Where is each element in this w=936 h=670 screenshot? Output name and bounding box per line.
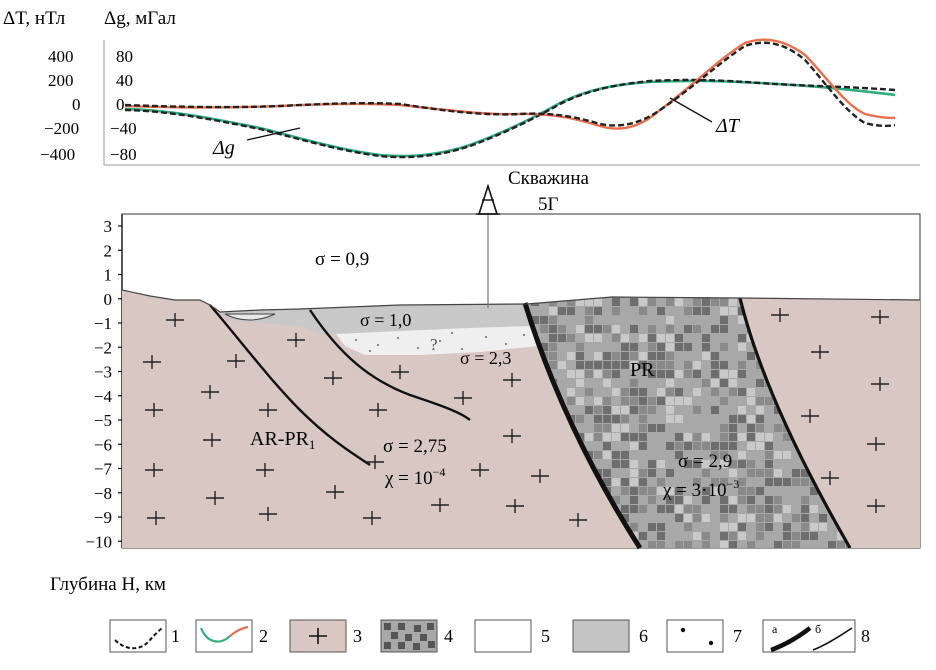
ar-name-label: AR-PR1 [250,428,315,452]
legend-observed-curve-icon [109,619,167,653]
delta-t-axis-label: ΔT, нТл [3,8,66,29]
well-number-label: 5Г [538,194,559,215]
legend-number: 5 [541,626,550,646]
ar-chi-label: χ = 10−4 [384,465,445,489]
delta-t-tick: 200 [48,71,74,90]
basement-crosses [143,308,889,527]
depth-axis-label: Глубина H, км [50,574,166,595]
depth-tick-label: −2 [94,338,112,357]
sediment-sigma-label: σ = 1,0 [360,310,411,330]
depth-tick-label: −3 [94,363,112,382]
delta-g-observed-curve [124,78,896,159]
sand-sigma-label: σ = 2,3 [460,348,511,368]
fault-east [738,297,852,549]
depth-tick-label: −4 [94,387,113,406]
legend-white-fill-icon [474,619,532,653]
delta-t-label-leader [669,97,713,123]
well-icon [476,183,500,308]
depth-tick-label: −1 [94,314,112,333]
anomaly-graph: ΔT, нТл Δg, мГал 400 200 0 −200 −400 80 … [3,8,920,166]
legend-number: 8 [861,626,870,646]
pr-name-label: PR [630,359,655,381]
pr-sigma-label: σ = 2,9 [678,451,732,472]
depth-ticks: 3 2 1 0 −1 −2 −3 −4 −5 −6 −7 −8 −9 −10 [85,217,122,551]
delta-t-series-label: ΔT [715,115,741,137]
delta-g-tick: −80 [110,145,137,164]
legend-number: 7 [733,626,742,646]
legend: 1 2 3 4 5 6 7 а б 8 [109,619,870,653]
ground-surface [121,289,921,313]
depth-tick-label: −7 [94,460,113,479]
depth-tick-label: 2 [104,241,113,260]
legend-number: 6 [639,626,648,646]
depth-tick-label: −9 [94,508,112,527]
fault-main [522,302,643,550]
legend-number: 1 [171,626,180,646]
delta-t-observed-curve [124,41,896,128]
delta-t-tick: −400 [40,145,75,164]
delta-t-tick: 400 [48,47,74,66]
depth-tick-label: −5 [94,411,112,430]
legend-number: 4 [444,626,453,646]
sand-layer [336,326,539,355]
depth-tick-label: −8 [94,484,112,503]
delta-g-tick: 80 [116,47,133,66]
delta-g-tick: 40 [116,71,133,90]
legend-fault-a: а [772,622,778,636]
depth-tick-label: 0 [104,290,113,309]
delta-g-label-leader [246,127,301,141]
sand-dots [355,332,525,352]
air-sigma-label: σ = 0,9 [315,249,369,270]
sediment-layer [215,303,532,334]
delta-g-axis-label: Δg, мГал [104,8,176,29]
pr-chi-label: χ = 3·10−3 [662,477,739,501]
delta-g-tick: −40 [110,119,137,138]
delta-g-calculated-curve [124,79,896,158]
delta-t-tick: 0 [72,95,81,114]
legend-gray-fill-icon [572,619,630,653]
legend-number: 2 [259,626,268,646]
legend-dots-fill-icon [666,619,724,653]
fault-2 [309,309,471,421]
ar-sigma-label: σ = 2,75 [383,436,447,457]
cross-section: Скважина 5Г 3 2 1 0 −1 −2 −3 −4 −5 −6 −7 −8 −9 −10 σ … [50,168,921,595]
legend-fault-b: б [815,622,821,636]
delta-g-tick: 0 [116,95,125,114]
depth-tick-label: −6 [94,435,112,454]
depth-tick-label: 1 [104,266,113,285]
legend-number: 3 [353,626,362,646]
delta-g-series-label: Δg [212,137,235,159]
delta-t-tick: −200 [44,119,79,138]
depth-tick-label: 3 [104,217,113,236]
fault-1 [209,304,371,466]
depth-tick-label: −10 [85,532,112,551]
lens-body [224,313,276,321]
question-mark: ? [430,335,438,354]
well-name-label: Скважина [508,168,590,189]
